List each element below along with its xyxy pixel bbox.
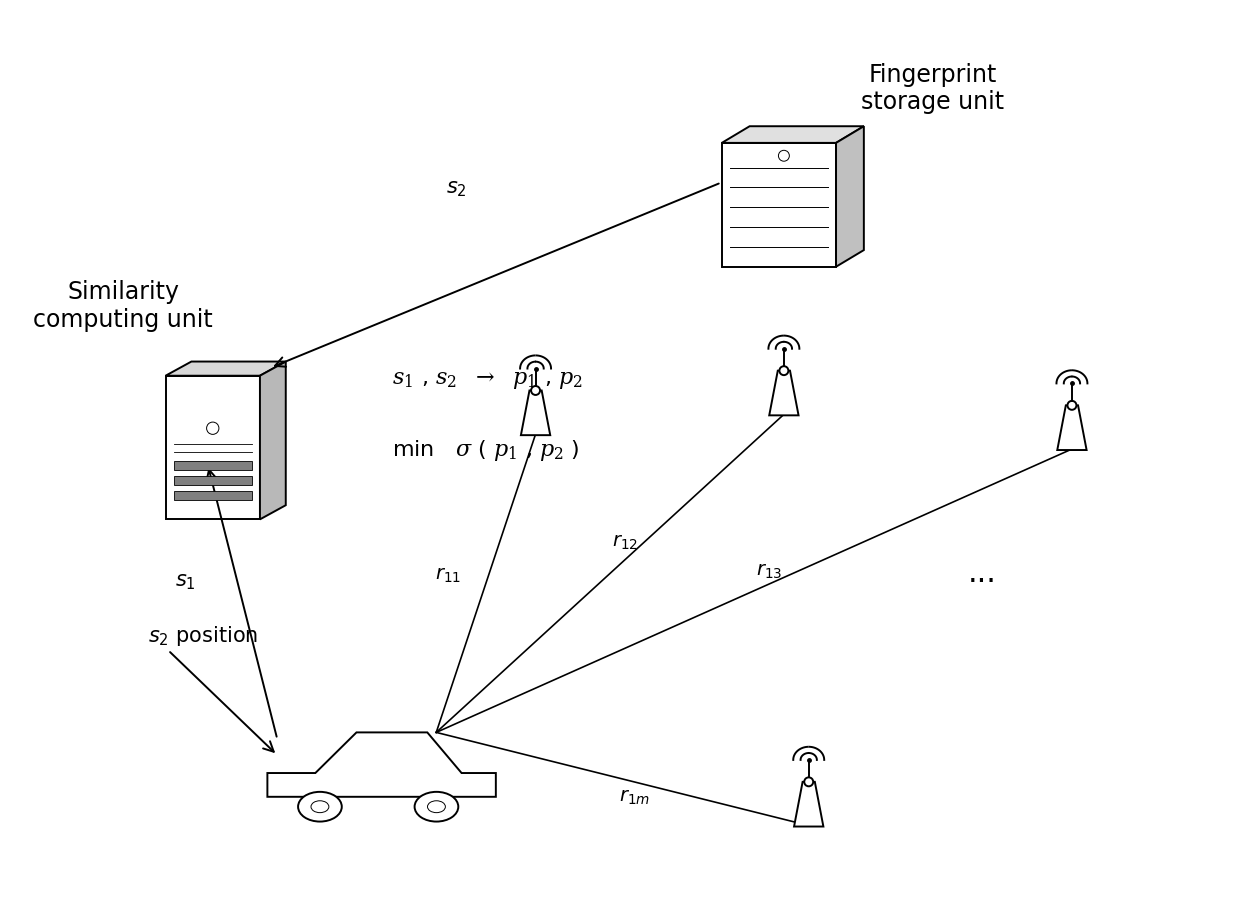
Ellipse shape (414, 792, 459, 822)
Circle shape (779, 150, 790, 161)
Circle shape (805, 777, 813, 786)
Polygon shape (174, 461, 252, 470)
Text: $s _1$ , $s _2$  $\rightarrow$  $p _1$ , $p _2$: $s _1$ , $s _2$ $\rightarrow$ $p _1$ , $… (392, 370, 583, 391)
Text: $s _2$ position: $s _2$ position (149, 624, 258, 648)
Polygon shape (174, 491, 252, 500)
Polygon shape (166, 361, 285, 376)
Polygon shape (166, 376, 260, 519)
Text: $r _{11}$: $r _{11}$ (435, 567, 461, 586)
Circle shape (531, 386, 541, 395)
Circle shape (780, 367, 789, 376)
Text: $r _{12}$: $r _{12}$ (613, 533, 637, 552)
Text: ...: ... (968, 559, 997, 588)
Ellipse shape (428, 801, 445, 813)
Polygon shape (794, 782, 823, 826)
Ellipse shape (298, 792, 342, 822)
Polygon shape (836, 126, 864, 267)
Polygon shape (521, 390, 551, 435)
Polygon shape (260, 361, 285, 519)
Polygon shape (1058, 405, 1086, 450)
Polygon shape (268, 732, 496, 796)
Text: min   $\sigma$ ( $p _1$ , $p _2$ ): min $\sigma$ ( $p _1$ , $p _2$ ) (392, 437, 579, 462)
Polygon shape (769, 371, 799, 415)
Polygon shape (722, 126, 864, 143)
Text: $r _{1m}$: $r _{1m}$ (619, 787, 650, 806)
Text: Fingerprint
storage unit: Fingerprint storage unit (862, 62, 1004, 114)
Circle shape (1068, 401, 1076, 410)
Ellipse shape (311, 801, 329, 813)
Text: $s _1$: $s _1$ (175, 572, 196, 592)
Polygon shape (722, 143, 836, 267)
Text: Similarity
computing unit: Similarity computing unit (33, 280, 213, 332)
Polygon shape (174, 476, 252, 485)
Circle shape (207, 422, 219, 434)
Text: $r _{13}$: $r _{13}$ (756, 562, 782, 581)
Text: $s _2$: $s _2$ (445, 179, 466, 199)
